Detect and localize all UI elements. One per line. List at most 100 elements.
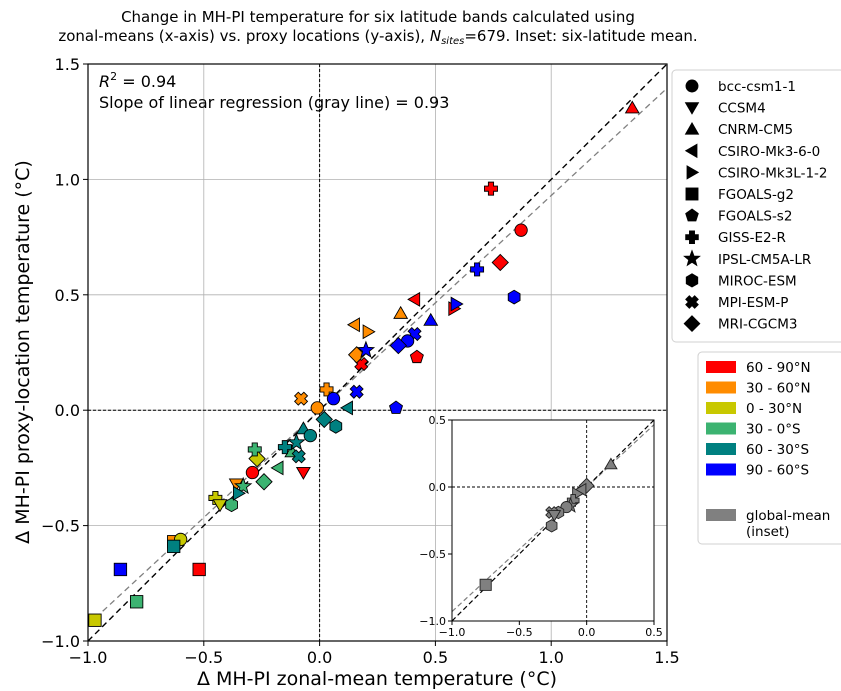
data-point-diamond — [491, 253, 509, 272]
y-tick-label: 1.0 — [55, 170, 80, 189]
legend-color-swatch — [706, 361, 736, 373]
legend-color-swatch — [706, 422, 736, 435]
legend-marker-star — [683, 249, 701, 267]
legend-model-label: MIROC-ESM — [718, 273, 797, 289]
x-tick-label: 1.0 — [538, 648, 563, 667]
legend-model-label: GISS-E2-R — [718, 230, 786, 246]
legend-marker-hexagon — [685, 273, 699, 288]
data-point-square — [167, 539, 181, 554]
inset-frame — [451, 419, 655, 622]
legend-color-swatch — [706, 463, 736, 476]
legend-model-label: bcc-csm1-1 — [718, 79, 796, 95]
data-point-triangle-left — [339, 400, 353, 416]
data-point-plus — [470, 262, 485, 277]
data-point-triangle-up — [393, 305, 409, 319]
inset-point-triangle-up — [604, 457, 618, 470]
inset-point-hexagon — [545, 519, 558, 533]
data-point-hexagon — [329, 419, 343, 434]
data-point-diamond — [315, 410, 333, 429]
data-point-triangle-left — [346, 317, 360, 333]
y-axis-label: Δ MH-PI proxy-location temperature (°C) — [12, 160, 34, 544]
x-tick-label: −1.0 — [69, 648, 108, 667]
legend-band-label: 30 - 60°N — [746, 381, 811, 397]
data-point-circle — [303, 428, 317, 443]
data-point-triangle-left — [407, 291, 421, 307]
legend-color-swatch — [706, 402, 736, 414]
legend-band-label: 30 - 0°S — [746, 422, 801, 438]
data-point-star — [233, 476, 253, 495]
slope-annotation: Slope of linear regression (gray line) =… — [99, 93, 449, 112]
data-point-triangle-right — [450, 296, 464, 312]
inset-points — [479, 457, 618, 591]
data-point-x — [349, 384, 364, 399]
data-point-circle — [310, 401, 324, 415]
data-point-star — [287, 432, 306, 451]
inset-point-plus — [566, 494, 580, 507]
r2-annotation: R2 = 0.94 — [99, 70, 176, 91]
model-legend-frame — [671, 69, 841, 343]
legend-marker-x — [685, 295, 699, 309]
legend-marker-triangle-right — [686, 165, 700, 180]
legend-color-swatch — [706, 443, 736, 455]
model-legend: bcc-csm1-1 CCSM4 CNRM-CM5 CSIRO-Mk3-6-0 CSIR… — [683, 79, 828, 333]
legend-band-label: 90 - 60°S — [746, 463, 809, 479]
data-point-triangle-down — [295, 466, 311, 480]
data-point-plus — [247, 442, 262, 457]
main-plot-frame — [87, 63, 668, 642]
legend-marker-triangle-down — [684, 102, 700, 115]
legend-model-label: CSIRO-Mk3L-1-2 — [718, 165, 828, 181]
data-point-triangle-up — [624, 100, 640, 114]
legend-band-label: 60 - 30°S — [746, 442, 809, 458]
legend-band-label: global-mean — [746, 508, 830, 524]
legend-model-label: CSIRO-Mk3-6-0 — [718, 144, 820, 160]
legend-model-label: FGOALS-g2 — [718, 187, 794, 203]
data-point-hexagon — [225, 497, 238, 513]
legend-model-label: CCSM4 — [718, 101, 766, 117]
inset-ticks: −1.0 −0.5 0.0 0.5 −1.0 −0.5 0.0 0.5 — [419, 414, 662, 639]
data-point-triangle-down — [212, 499, 228, 513]
inset-y-tick-label: 0.5 — [429, 414, 447, 427]
y-tick-label: 1.5 — [55, 55, 80, 74]
x-tick-label: 0.0 — [307, 648, 332, 667]
data-point-square — [192, 562, 206, 577]
x-tick-label: 0.5 — [423, 648, 448, 667]
legend-marker-square — [685, 187, 699, 201]
legend-band-label: 0 - 30°N — [746, 401, 802, 417]
legend-color-swatch — [706, 509, 736, 521]
y-tick-label: −1.0 — [41, 632, 80, 651]
data-point-triangle-left — [270, 460, 284, 476]
data-point-star — [356, 340, 376, 358]
band-legend: 60 - 90°N 30 - 60°N 0 - 30°N 30 - 0°S 60 - … — [706, 360, 830, 540]
data-point-pentagon — [389, 400, 404, 414]
inset-y-tick-label: −1.0 — [419, 615, 446, 628]
data-point-x — [293, 391, 309, 406]
data-point-square — [129, 595, 144, 609]
legend-model-label: MPI-ESM-P — [718, 295, 788, 311]
legend-marker-plus — [685, 230, 699, 244]
x-axis-label: Δ MH-PI zonal-mean temperature (°C) — [197, 668, 557, 690]
inset-x-tick-label: 0.0 — [578, 626, 596, 639]
data-point-triangle-right — [232, 485, 246, 501]
legend-band-label-cont: (inset) — [746, 524, 789, 540]
x-tick-label: −0.5 — [184, 648, 223, 667]
data-point-diamond — [255, 473, 273, 491]
main-ticks: −1.0 −0.5 0.0 0.5 1.0 1.5 −1.0 −0.5 0.0 0.5 1.0 1.5 — [41, 55, 680, 667]
data-point-circle — [326, 392, 341, 406]
data-point-square — [113, 562, 128, 577]
legend-model-label: CNRM-CM5 — [718, 122, 793, 138]
chart-title-line2: zonal-means (x-axis) vs. proxy locations… — [58, 27, 697, 47]
y-tick-label: 0.0 — [55, 401, 80, 420]
main-points — [88, 100, 640, 627]
inset-y-tick-label: −0.5 — [419, 548, 446, 561]
data-point-hexagon — [507, 289, 521, 305]
one-to-one-line — [87, 63, 668, 642]
data-point-square — [88, 613, 102, 627]
inset-point-square — [479, 578, 492, 591]
data-point-plus — [277, 440, 292, 455]
legend-marker-diamond — [683, 315, 701, 333]
data-point-diamond — [389, 336, 408, 355]
legend-marker-pentagon — [685, 208, 699, 222]
chart-title-line1: Change in MH-PI temperature for six lati… — [121, 8, 635, 26]
legend-marker-triangle-up — [684, 122, 700, 135]
